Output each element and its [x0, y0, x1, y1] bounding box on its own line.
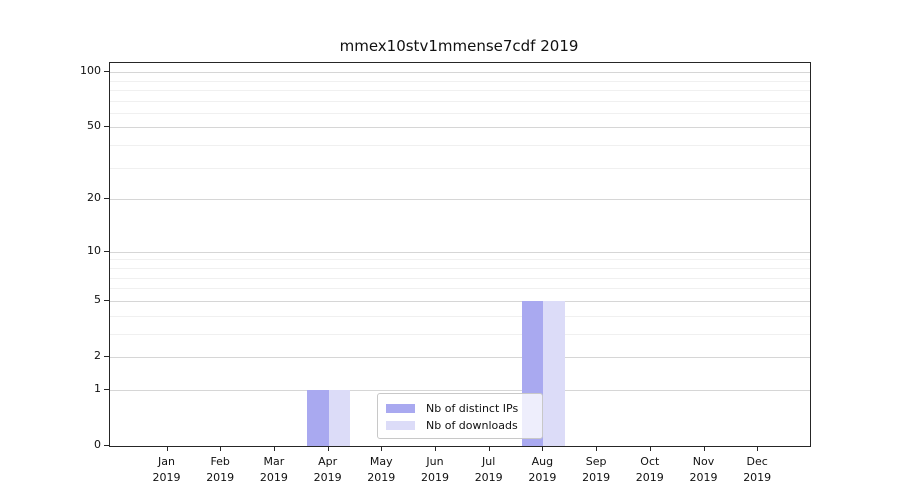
x-tick-month: Dec — [746, 455, 768, 468]
gridline-minor — [110, 112, 810, 114]
x-tick-label: Nov 2019 — [672, 454, 736, 486]
x-tick-month: Jul — [482, 455, 496, 468]
y-tick-mark — [104, 388, 109, 390]
x-tick-label: Apr 2019 — [296, 454, 360, 486]
x-tick-month: Apr — [318, 455, 338, 468]
x-tick-mark — [273, 446, 275, 451]
x-tick-mark — [435, 446, 436, 451]
legend: Nb of distinct IPs Nb of downloads — [377, 393, 543, 439]
legend-row: Nb of downloads — [386, 417, 534, 434]
x-tick-label: Dec 2019 — [725, 454, 789, 486]
x-tick-label: Feb 2019 — [188, 454, 252, 486]
gridline-minor — [110, 167, 810, 169]
x-tick-mark — [220, 446, 222, 451]
x-tick-label: Oct 2019 — [618, 454, 682, 486]
x-tick-month: Jan — [158, 455, 175, 468]
x-tick-mark — [757, 446, 759, 451]
x-tick-mark — [649, 446, 651, 451]
x-tick-year: 2019 — [635, 471, 664, 484]
gridline-major — [110, 356, 810, 358]
x-tick-year: 2019 — [743, 471, 772, 484]
gridline-major — [110, 72, 810, 74]
x-tick-mark — [488, 446, 490, 451]
gridline-minor — [110, 145, 810, 147]
x-tick-year: 2019 — [259, 471, 288, 484]
y-tick-label: 5 — [94, 292, 101, 306]
y-tick-mark — [104, 355, 109, 357]
gridline-minor — [110, 288, 810, 290]
plot-area: Nb of distinct IPs Nb of downloads — [109, 62, 811, 447]
gridline-minor — [110, 267, 810, 269]
gridline-major — [110, 251, 810, 253]
x-tick-label: Jun 2019 — [403, 454, 467, 486]
x-tick-mark — [381, 446, 383, 451]
x-tick-year: 2019 — [689, 471, 718, 484]
x-tick-month: Aug — [531, 455, 554, 468]
y-tick-label: 0 — [94, 438, 101, 451]
x-tick-label: Sep 2019 — [564, 454, 628, 486]
chart-title: mmex10stv1mmense7cdf 2019 — [339, 37, 579, 55]
x-tick-year: 2019 — [206, 471, 235, 484]
x-tick-year: 2019 — [367, 471, 396, 484]
x-tick-month: Oct — [640, 455, 660, 468]
bar — [543, 300, 565, 446]
x-tick-mark — [596, 446, 598, 451]
gridline-minor — [110, 89, 810, 91]
y-tick-label: 20 — [87, 191, 101, 205]
x-tick-label: May 2019 — [349, 454, 413, 486]
gridline-major — [110, 127, 810, 129]
x-tick-month: Feb — [210, 455, 230, 468]
y-tick-label: 50 — [87, 119, 101, 133]
y-tick-mark — [104, 299, 109, 301]
x-tick-mark — [166, 446, 168, 451]
x-tick-year: 2019 — [152, 471, 181, 484]
y-tick-label: 10 — [87, 243, 101, 257]
gridline-minor — [110, 277, 810, 279]
legend-row: Nb of distinct IPs — [386, 400, 534, 417]
gridline-minor — [110, 315, 810, 317]
x-tick-label: Jan 2019 — [135, 454, 199, 486]
x-tick-month: Jun — [426, 455, 444, 468]
gridline-minor — [110, 259, 810, 261]
y-tick-label: 2 — [94, 348, 101, 362]
gridline-major — [110, 199, 810, 201]
x-tick-mark — [542, 446, 544, 451]
legend-swatch — [386, 404, 415, 413]
x-tick-label: Jul 2019 — [457, 454, 521, 486]
y-tick-label: 100 — [80, 64, 101, 78]
gridline-major — [110, 300, 810, 302]
gridline-minor — [110, 100, 810, 102]
x-tick-label: Mar 2019 — [242, 454, 306, 486]
y-tick-mark — [104, 445, 109, 446]
x-tick-label: Aug 2019 — [510, 454, 574, 486]
x-tick-month: Sep — [585, 455, 607, 468]
legend-label: Nb of downloads — [426, 419, 518, 432]
bar — [328, 389, 351, 446]
x-tick-mark — [703, 446, 705, 451]
x-tick-year: 2019 — [421, 471, 449, 484]
gridline-minor — [110, 333, 810, 335]
x-tick-mark — [327, 446, 329, 451]
x-tick-month: Mar — [263, 455, 285, 468]
legend-swatch — [386, 421, 415, 430]
y-tick-mark — [104, 126, 109, 128]
y-tick-mark — [104, 198, 109, 200]
y-tick-label: 1 — [94, 381, 101, 395]
x-tick-year: 2019 — [582, 471, 611, 484]
x-tick-month: May — [369, 455, 393, 468]
x-tick-year: 2019 — [474, 471, 503, 484]
x-tick-month: Nov — [692, 455, 715, 468]
gridline-major — [110, 389, 810, 391]
bar — [307, 389, 329, 446]
legend-label: Nb of distinct IPs — [426, 402, 519, 415]
x-tick-year: 2019 — [313, 471, 342, 484]
gridline-minor — [110, 80, 810, 82]
y-tick-mark — [104, 71, 109, 73]
x-tick-year: 2019 — [528, 471, 557, 484]
y-tick-mark — [104, 250, 109, 252]
